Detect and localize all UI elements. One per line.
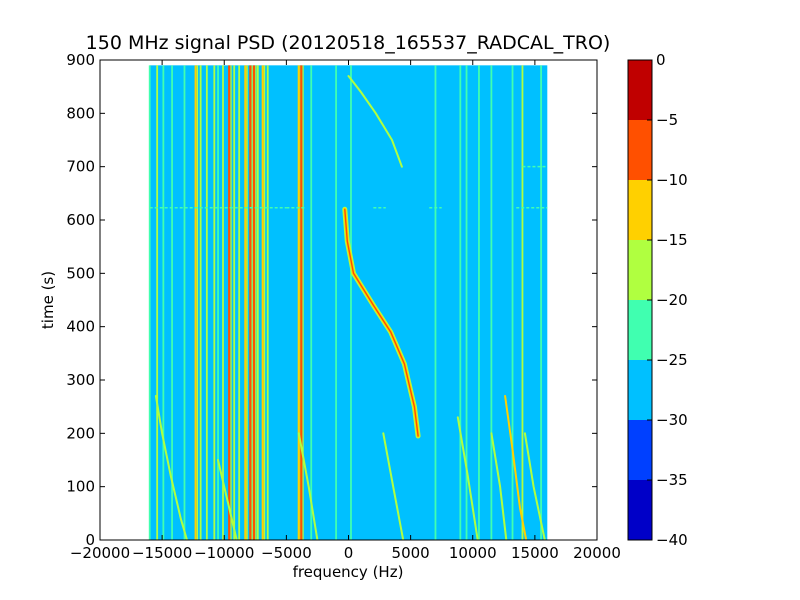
x-tick-label: 15000 [511, 544, 559, 562]
drift-track [504, 395, 528, 540]
y-tick-label: 900 [66, 51, 95, 69]
y-tick-label: 300 [66, 371, 95, 389]
x-tick-label: −10000 [194, 544, 254, 562]
drift-track [456, 416, 479, 540]
y-axis: 0 100 200 300 400 500 600 700 800 900 [66, 51, 597, 549]
colorbar-band [628, 180, 652, 240]
x-axis: −20000 −15000 −10000 −5000 0 5000 10000 15000 20… [70, 60, 621, 562]
colorbar: −40 −35 −30 −25 −20 −15 −10 −5 0 [627, 51, 688, 549]
heatmap [148, 65, 548, 540]
colorbar-band [628, 300, 652, 360]
colorbar-tick-label: −5 [656, 111, 678, 129]
drift-track [297, 432, 319, 540]
colorbar-tick-label: −35 [656, 471, 688, 489]
colorbar-tick-label: −30 [656, 411, 688, 429]
colorbar-tick-label: −20 [656, 291, 688, 309]
psd-background [149, 65, 548, 540]
chart-title: 150 MHz signal PSD (20120518_165537_RADC… [86, 32, 611, 54]
colorbar-band [628, 360, 652, 420]
colorbar-band [628, 240, 652, 300]
drift-track [347, 75, 403, 168]
y-tick-label: 800 [66, 104, 95, 122]
x-axis-label: frequency (Hz) [293, 563, 404, 581]
x-tick-label: 5000 [392, 544, 430, 562]
x-tick-label: 20000 [573, 544, 621, 562]
colorbar-tick-label: −40 [656, 531, 688, 549]
x-tick-label: 10000 [449, 544, 497, 562]
drift-track [217, 459, 238, 540]
y-axis-label: time (s) [39, 271, 57, 329]
drift-track [490, 432, 508, 540]
colorbar-tick-label: 0 [656, 51, 666, 69]
drift-track [344, 208, 419, 437]
colorbar-tick-label: −10 [656, 171, 688, 189]
plot-area [99, 59, 598, 541]
y-tick-label: 400 [66, 318, 95, 336]
y-tick-label: 500 [66, 264, 95, 282]
y-tick-label: 600 [66, 211, 95, 229]
y-tick-label: 0 [85, 531, 95, 549]
colorbar-band [628, 420, 652, 480]
drift-track [154, 395, 188, 540]
colorbar-tick-label: −25 [656, 351, 688, 369]
colorbar-band [628, 480, 652, 540]
y-tick-label: 100 [66, 478, 95, 496]
x-tick-label: −15000 [132, 544, 192, 562]
colorbar-tick-label: −15 [656, 231, 688, 249]
drift-track [523, 432, 546, 540]
drift-track [382, 432, 405, 540]
y-tick-label: 200 [66, 424, 95, 442]
colorbar-band [628, 60, 652, 120]
x-tick-label: −20000 [70, 544, 130, 562]
x-tick-label: −5000 [261, 544, 312, 562]
x-tick-label: 0 [344, 544, 354, 562]
colorbar-band [628, 120, 652, 180]
y-tick-label: 700 [66, 158, 95, 176]
